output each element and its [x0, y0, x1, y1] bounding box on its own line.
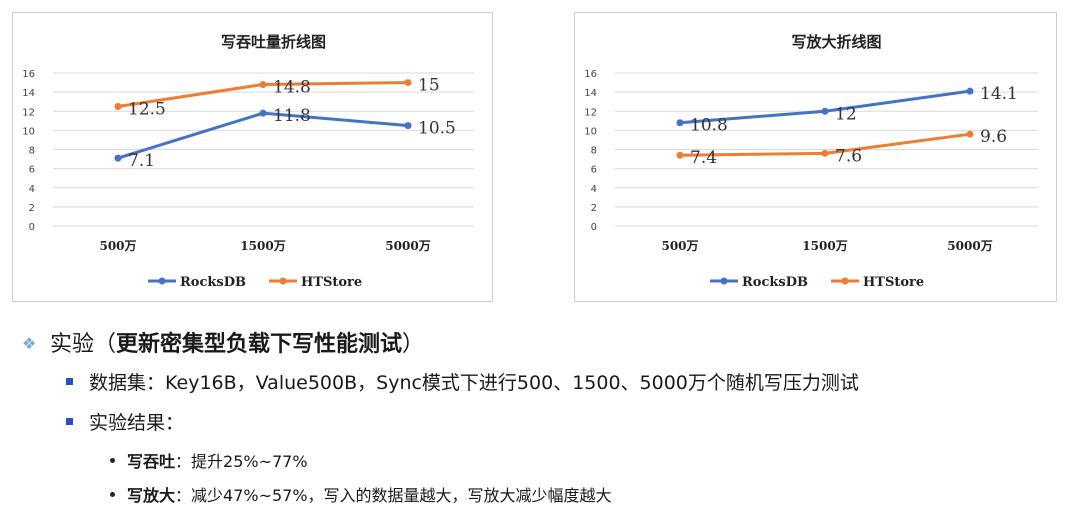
x-category-label: 5000万: [385, 239, 430, 253]
y-tick-label: 10: [22, 126, 35, 137]
y-tick-label: 0: [591, 222, 597, 233]
x-category-label: 1500万: [802, 239, 847, 253]
data-point: [821, 149, 829, 157]
y-tick-label: 14: [22, 88, 35, 99]
data-point: [966, 130, 974, 138]
y-tick-label: 4: [591, 184, 597, 195]
chart-title: 写放大折线图: [791, 33, 881, 51]
data-label: 9.6: [980, 127, 1007, 147]
throughput-chart-svg: 写吞吐量折线图 0 2 4 6 8 10 12 14 16 500万 1500万 5000万 7.1 11.…: [22, 33, 474, 290]
write-amplification-chart-svg: 写放大折线图 0 2 4 6 8 10 12 14 16 500万 1500万 5000万 10.8 12 1…: [584, 33, 1038, 290]
x-category-label: 500万: [661, 239, 698, 253]
dot-bullet-icon: [110, 458, 115, 463]
legend-label: HTStore: [301, 275, 362, 290]
legend-label: HTStore: [863, 275, 924, 290]
write-amp-label: 写放大: [127, 486, 176, 505]
y-tick-label: 6: [591, 165, 597, 176]
y-tick-label: 12: [584, 107, 597, 118]
chart-title: 写吞吐量折线图: [221, 33, 326, 51]
data-point: [404, 122, 412, 130]
legend-marker: [841, 277, 849, 285]
diamond-bullet-icon: ❖: [22, 334, 37, 353]
heading-prefix: 实验（: [50, 332, 117, 357]
legend-label: RocksDB: [742, 275, 808, 290]
series-line-rocksdb: [117, 111, 409, 160]
data-label: 14.8: [273, 77, 311, 97]
data-point: [259, 109, 267, 117]
y-tick-label: 12: [22, 107, 35, 118]
y-tick-label: 8: [591, 146, 597, 157]
legend-label: RocksDB: [180, 275, 246, 290]
heading-bold: 更新密集型负载下写性能测试: [116, 332, 403, 357]
y-tick-label: 8: [29, 146, 35, 157]
legend-marker: [158, 277, 166, 285]
data-label: 15: [418, 76, 440, 96]
data-point: [259, 80, 267, 88]
data-label: 7.4: [690, 148, 717, 168]
data-point: [821, 107, 829, 115]
legend-marker: [720, 277, 728, 285]
y-tick-label: 4: [29, 184, 35, 195]
dataset-text: 数据集：Key16B，Value500B，Sync模式下进行500、1500、5…: [89, 372, 859, 394]
bullet-dataset: 数据集：Key16B，Value500B，Sync模式下进行500、1500、5…: [66, 368, 859, 395]
x-category-label: 1500万: [240, 239, 285, 253]
data-label: 10.8: [690, 116, 728, 136]
data-label: 7.6: [835, 146, 862, 166]
data-point: [676, 119, 684, 127]
data-label: 7.1: [128, 151, 155, 171]
sub-bullet-write-amp: 写放大：减少47%~57%，写入的数据量越大，写放大减少幅度越大: [110, 482, 612, 506]
experiment-heading: ❖ 实验（更新密集型负载下写性能测试）: [22, 326, 424, 358]
x-category-label: 5000万: [947, 239, 992, 253]
y-tick-label: 16: [584, 69, 597, 80]
square-bullet-icon: [66, 378, 73, 385]
y-tick-label: 2: [29, 203, 35, 214]
write-amp-text: ：减少47%~57%，写入的数据量越大，写放大减少幅度越大: [175, 486, 612, 505]
data-label: 14.1: [980, 84, 1018, 104]
dot-bullet-icon: [110, 492, 115, 497]
data-label: 11.8: [273, 106, 311, 126]
x-category-label: 500万: [99, 239, 136, 253]
data-point: [114, 102, 122, 110]
data-point: [114, 154, 122, 162]
heading-suffix: ）: [402, 332, 425, 357]
data-point: [404, 79, 412, 87]
throughput-text: ：提升25%~77%: [175, 452, 308, 471]
y-tick-label: 16: [22, 69, 35, 80]
y-tick-label: 14: [584, 88, 597, 99]
y-tick-label: 2: [591, 203, 597, 214]
data-label: 12: [835, 104, 857, 124]
sub-bullet-throughput: 写吞吐：提升25%~77%: [110, 448, 308, 472]
throughput-chart: 写吞吐量折线图 0 2 4 6 8 10 12 14 16 500万 1500万 5000万 7.1 11.…: [12, 12, 493, 302]
y-tick-label: 10: [584, 126, 597, 137]
y-tick-label: 6: [29, 165, 35, 176]
results-text: 实验结果：: [89, 412, 185, 434]
bullet-results: 实验结果：: [66, 408, 184, 435]
data-label: 12.5: [128, 99, 166, 119]
data-label: 10.5: [418, 119, 456, 139]
y-tick-label: 0: [29, 222, 35, 233]
data-point: [966, 87, 974, 95]
legend-marker: [279, 277, 287, 285]
throughput-label: 写吞吐: [127, 452, 176, 471]
data-point: [676, 151, 684, 159]
square-bullet-icon: [66, 418, 73, 425]
write-amplification-chart: 写放大折线图 0 2 4 6 8 10 12 14 16 500万 1500万 5000万 10.8 12 1…: [574, 12, 1057, 302]
